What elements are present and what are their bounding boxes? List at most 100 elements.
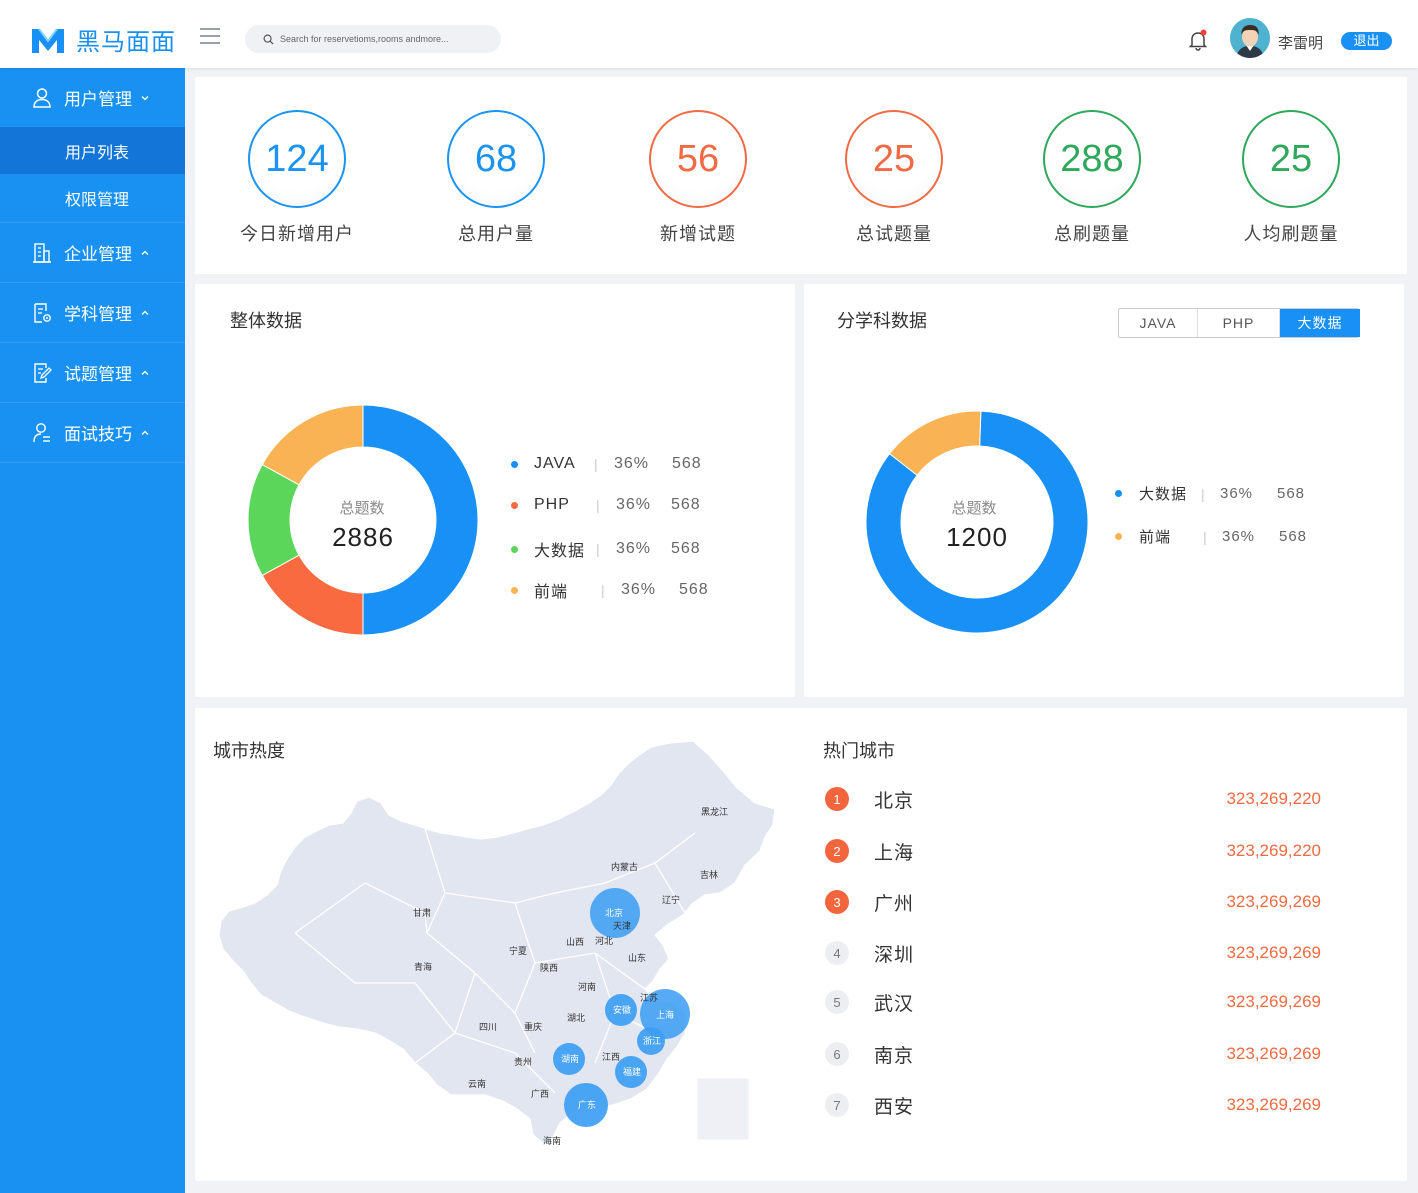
sidebar-subitem-label: 用户列表 [65,144,130,162]
legend-count: 568 [672,455,702,472]
sidebar-item-enterprise-management[interactable]: 企业管理 [0,223,185,282]
list-item[interactable]: 6 南京 323,269,269 [825,1039,1325,1069]
legend-dot [511,460,518,468]
legend-name: 大数据 [1139,486,1188,503]
rank-value: 323,269,269 [1226,1095,1321,1114]
legend-name: 大数据 [534,543,586,560]
stat-label: 总刷题量 [1054,224,1130,244]
sidebar: 用户管理 用户列表 权限管理 企业管理 学科管理 试题管理 面试技巧 [0,68,185,1193]
rank-city: 上海 [874,842,915,864]
rank-badge: 5 [825,990,849,1014]
rank-value: 323,269,220 [1226,841,1321,860]
legend-pct: 36% [1222,528,1256,545]
chevron-up-icon [141,370,149,375]
legend-name: PHP [534,496,570,513]
donut-slice-3[interactable] [247,463,300,577]
list-item[interactable]: 2 上海 323,269,220 [825,836,1325,866]
bubble-anhui[interactable] [605,994,637,1026]
sidebar-item-user-management[interactable]: 用户管理 [0,68,185,127]
subject-donut-chart: 总题数 1200 [865,410,1089,634]
subject-doc-icon [34,302,51,323]
chevron-down-icon [141,95,149,100]
bubble-shanghai[interactable] [640,989,690,1039]
list-item[interactable]: 7 西安 323,269,269 [825,1090,1325,1120]
legend-dot [511,586,518,594]
tab-java[interactable]: JAVA [1119,309,1198,337]
sidebar-subitem-label: 权限管理 [65,192,130,209]
stat-avg-practice: 25 人均刷题量 [1211,110,1371,246]
card-title: 城市热度 [213,741,285,761]
user-name: 李雷明 [1278,35,1324,52]
bubble-label: 上海 [656,1009,674,1020]
notification-bell-icon[interactable] [1186,28,1210,52]
card-title: 分学科数据 [837,311,927,331]
bubble-label: 浙江 [643,1035,661,1046]
province-label: 贵州 [514,1056,532,1067]
stat-value: 68 [447,110,545,208]
building-icon [33,242,51,263]
bubble-label: 广东 [578,1099,596,1110]
stat-new-questions: 56 新增试题 [618,110,778,246]
stat-label: 新增试题 [660,224,736,244]
search-box[interactable] [245,25,501,53]
legend-pct: 36% [616,496,652,513]
province-label: 四川 [479,1022,497,1032]
stat-value: 25 [845,110,943,208]
search-input[interactable] [280,34,490,44]
list-item[interactable]: 5 武汉 323,269,269 [825,987,1325,1017]
sidebar-subitem-permissions[interactable]: 权限管理 [0,174,185,222]
china-map-shape [218,740,776,1146]
legend-item-frontend: 前端 | 36% 568 [511,578,709,602]
list-item[interactable]: 4 深圳 323,269,269 [825,938,1325,968]
province-label: 山西 [566,937,584,947]
legend-pct: 36% [616,540,652,557]
tab-php[interactable]: PHP [1198,309,1280,337]
legend-count: 568 [679,581,709,598]
province-label: 内蒙古 [611,861,638,872]
sidebar-item-subject-management[interactable]: 学科管理 [0,283,185,342]
bubble-fujian[interactable] [615,1056,647,1088]
legend-item-frontend: 前端 | 36% 568 [1115,526,1307,547]
legend-name: 前端 [1139,529,1172,546]
hot-cities-title: 热门城市 [823,741,895,761]
sidebar-item-interview-tips[interactable]: 面试技巧 [0,403,185,462]
logout-button[interactable]: 退出 [1341,32,1392,50]
donut-slice-4[interactable] [261,404,364,486]
province-label: 重庆 [524,1021,542,1032]
search-icon [263,34,274,45]
sidebar-item-label: 试题管理 [64,365,132,384]
sidebar-group-subject: 学科管理 [0,283,185,343]
bubble-hunan[interactable] [553,1043,585,1075]
legend-name: 前端 [534,584,569,601]
list-item[interactable]: 3 广州 323,269,269 [825,887,1325,917]
list-item[interactable]: 1 北京 323,269,220 [825,784,1325,814]
rank-badge: 6 [825,1042,849,1066]
donut-slice-2[interactable] [888,410,982,476]
rank-badge: 7 [825,1093,849,1117]
bubble-zhejiang[interactable] [637,1027,665,1055]
sidebar-item-label: 学科管理 [64,305,132,324]
bubble-label: 天津 [613,921,631,931]
province-label: 海南 [543,1135,561,1146]
legend-count: 568 [1279,528,1308,545]
bubble-guangdong[interactable] [564,1083,608,1127]
south-china-sea-inset [696,1077,750,1141]
province-label: 江苏 [640,992,658,1003]
sidebar-subitem-user-list[interactable]: 用户列表 [0,127,185,174]
top-header: 黑马面面 李雷明 退出 [0,0,1418,68]
tab-bigdata[interactable]: 大数据 [1280,309,1360,337]
rank-value: 323,269,269 [1226,943,1321,962]
province-label: 河北 [595,935,613,946]
donut-slice-1[interactable] [362,404,479,636]
stat-label: 人均刷题量 [1243,224,1339,244]
menu-toggle-icon[interactable] [200,28,220,44]
donut-slice-1[interactable] [865,410,1089,634]
sidebar-item-label: 用户管理 [64,90,132,109]
person-book-icon [33,422,50,442]
user-avatar[interactable] [1230,18,1270,58]
province-label: 广西 [531,1088,549,1099]
bubble-beijing[interactable] [590,888,640,938]
brand-logo[interactable]: 黑马面面 [30,22,176,57]
stats-card: 124 今日新增用户 68 总用户量 56 新增试题 25 总试题量 288 总… [195,77,1407,274]
sidebar-item-question-management[interactable]: 试题管理 [0,343,185,402]
